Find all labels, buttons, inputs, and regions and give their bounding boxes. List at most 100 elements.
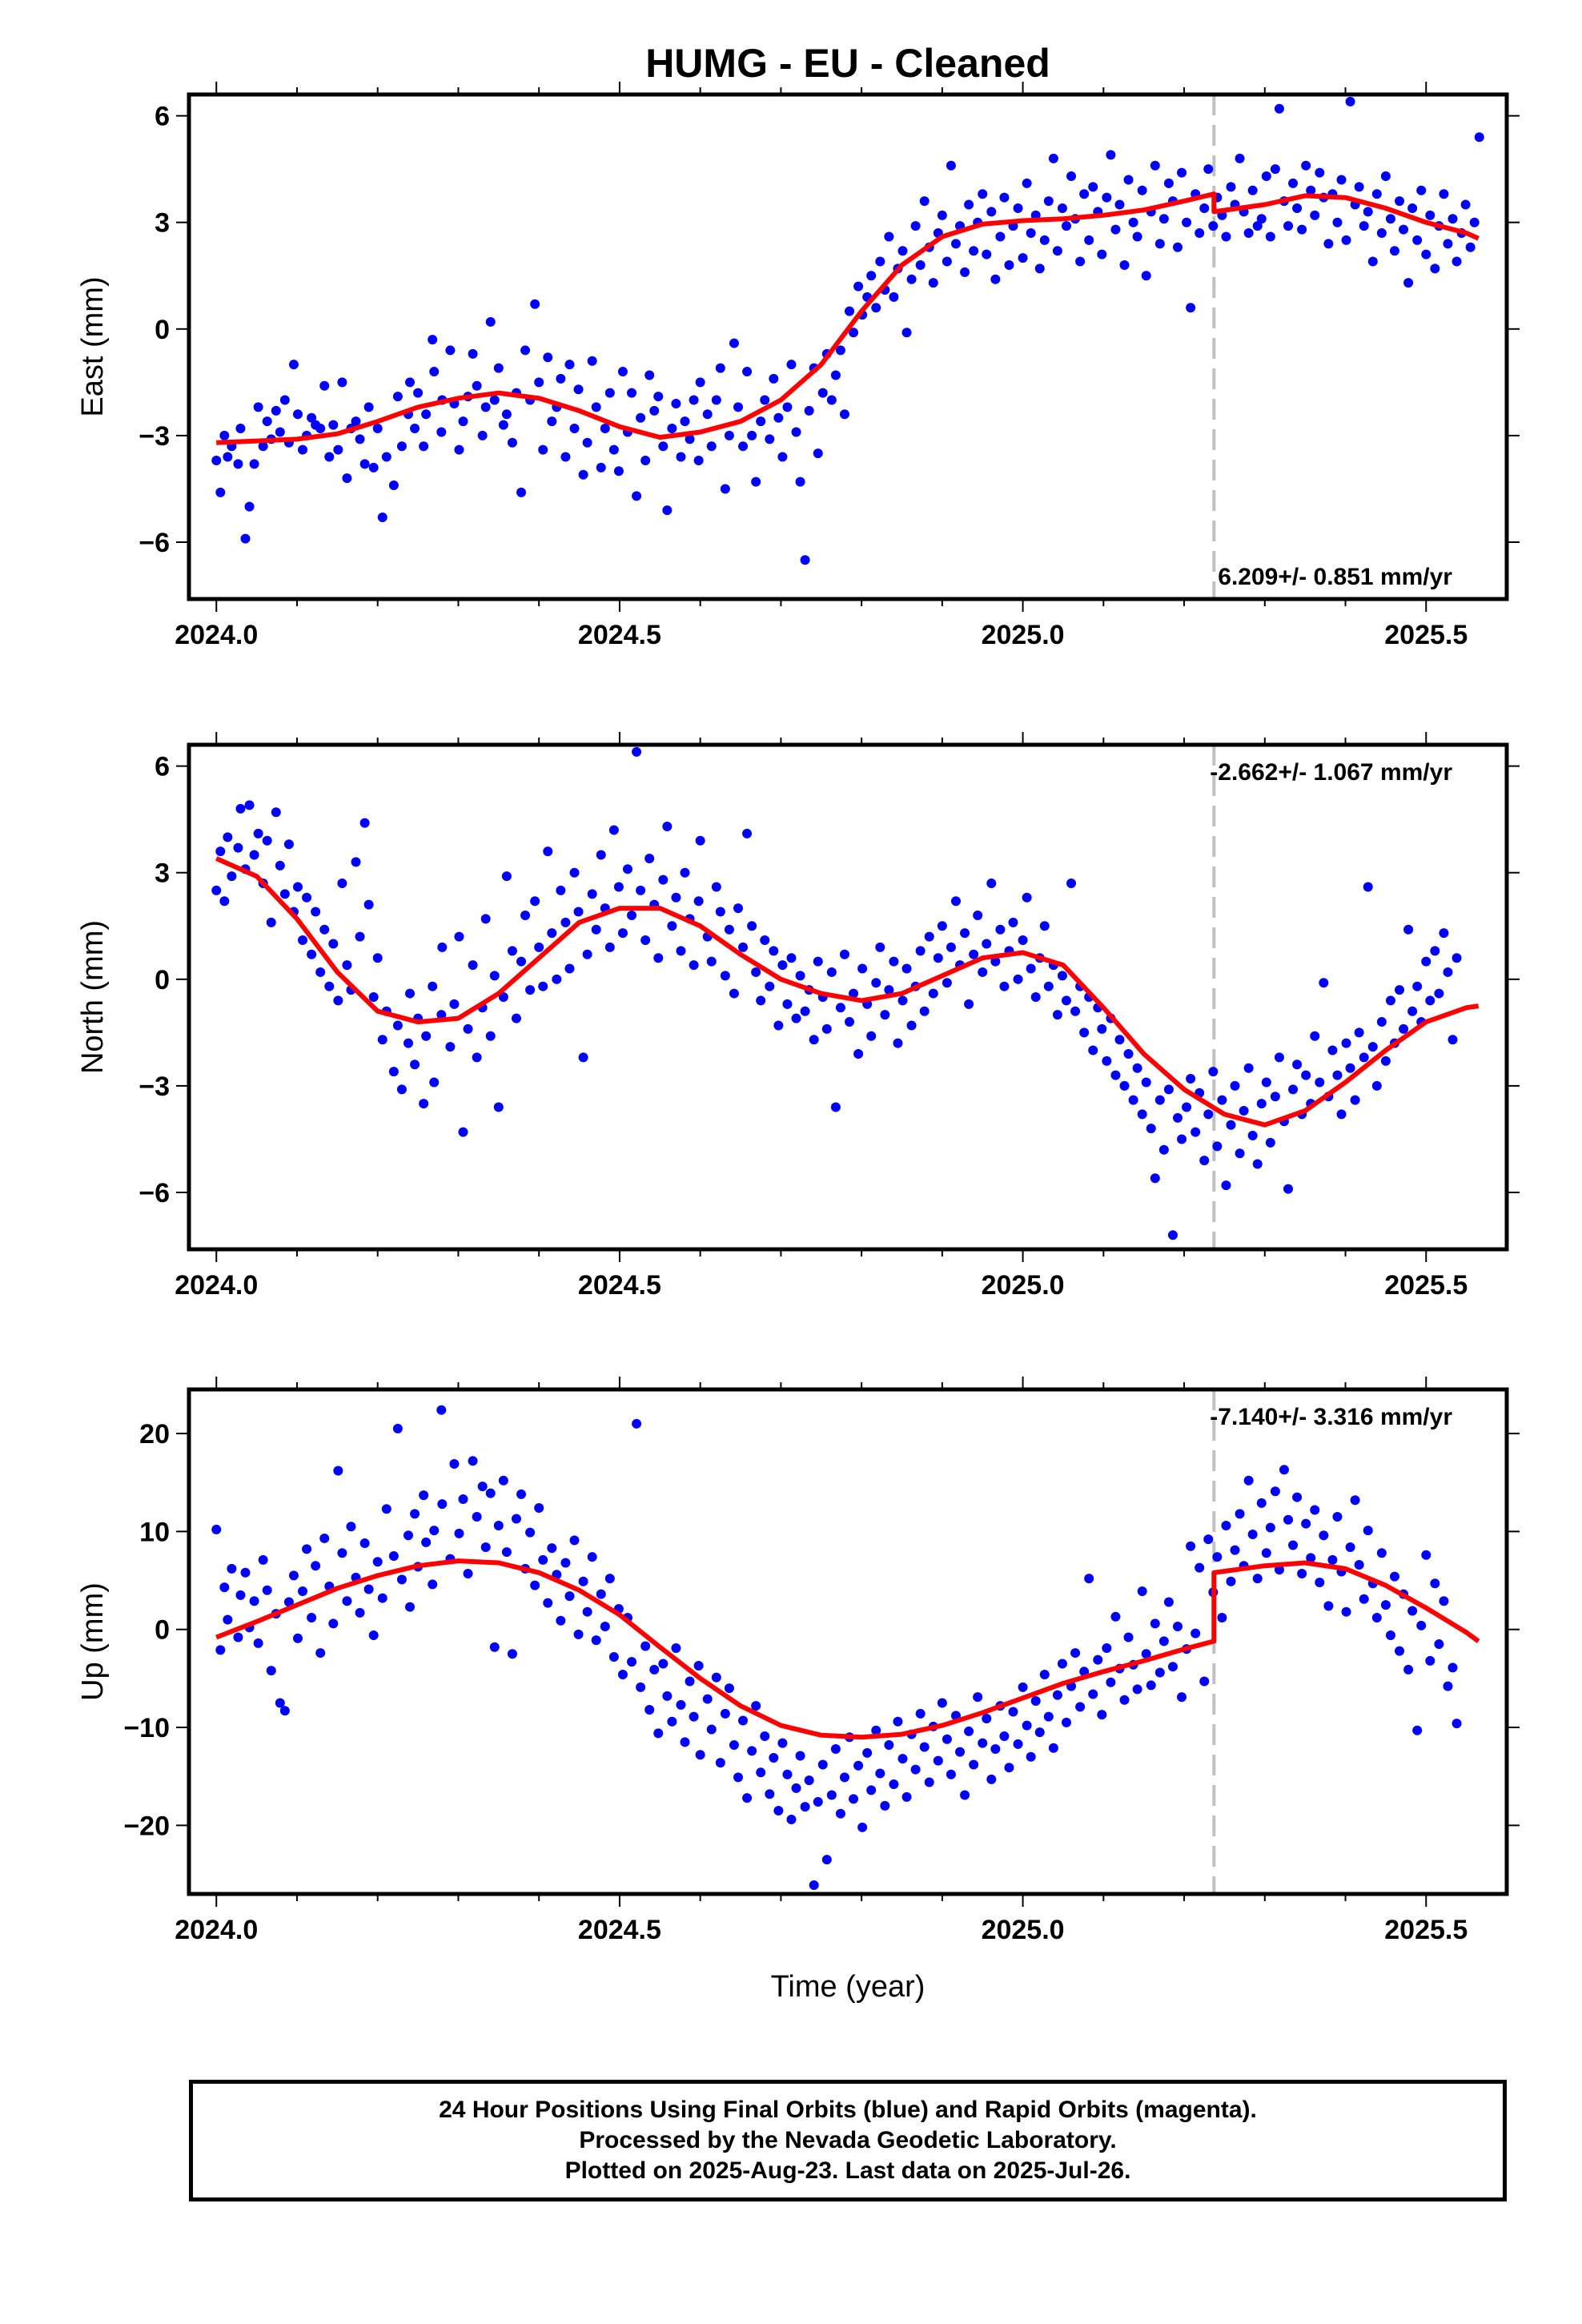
data-point bbox=[809, 1035, 819, 1045]
data-point bbox=[600, 424, 610, 434]
data-point bbox=[1052, 1690, 1062, 1700]
data-point bbox=[1310, 1031, 1320, 1041]
data-point bbox=[368, 992, 379, 1002]
data-point bbox=[472, 380, 482, 391]
data-point bbox=[777, 960, 788, 971]
data-point bbox=[534, 1503, 544, 1514]
data-point bbox=[1457, 0, 1467, 5]
data-point bbox=[1421, 956, 1431, 967]
data-point bbox=[1385, 1630, 1395, 1641]
data-point bbox=[219, 896, 230, 907]
data-point bbox=[821, 1023, 832, 1034]
data-point bbox=[1048, 153, 1058, 163]
data-point bbox=[986, 207, 997, 217]
data-point bbox=[275, 1698, 285, 1708]
data-point bbox=[1230, 1080, 1240, 1091]
data-point bbox=[227, 871, 237, 882]
data-point bbox=[249, 850, 259, 860]
data-point bbox=[747, 921, 757, 931]
data-point bbox=[986, 1774, 997, 1784]
data-point bbox=[760, 1731, 770, 1742]
data-point bbox=[662, 1691, 673, 1701]
data-point bbox=[910, 1764, 921, 1775]
data-point bbox=[436, 427, 447, 437]
data-points bbox=[211, 96, 1484, 565]
data-point bbox=[826, 967, 837, 977]
data-point bbox=[671, 1642, 681, 1653]
data-point bbox=[608, 825, 619, 835]
data-point bbox=[489, 395, 500, 405]
data-point bbox=[1469, 217, 1480, 227]
data-point bbox=[1132, 1684, 1142, 1695]
data-point bbox=[632, 491, 642, 501]
data-point bbox=[1226, 1576, 1236, 1586]
footer-line-2: Processed by the Nevada Geodetic Laborat… bbox=[579, 2127, 1117, 2153]
data-point bbox=[215, 846, 226, 857]
data-point bbox=[969, 1759, 979, 1770]
data-point bbox=[875, 1768, 885, 1779]
data-point bbox=[498, 1475, 508, 1486]
data-point bbox=[1319, 1530, 1329, 1541]
data-point bbox=[946, 160, 956, 171]
data-point bbox=[333, 444, 343, 455]
data-point bbox=[1163, 1084, 1174, 1095]
data-point bbox=[578, 469, 588, 480]
y-tick-label: 0 bbox=[155, 315, 170, 345]
data-point bbox=[738, 942, 749, 952]
data-point bbox=[302, 892, 312, 903]
data-point bbox=[738, 1715, 749, 1726]
data-point bbox=[564, 963, 575, 974]
data-point bbox=[1163, 178, 1174, 188]
data-point bbox=[1359, 1594, 1369, 1604]
data-point bbox=[271, 807, 281, 818]
data-point bbox=[880, 1800, 890, 1811]
data-point bbox=[964, 199, 974, 210]
data-point bbox=[1039, 921, 1050, 931]
data-point bbox=[1018, 253, 1028, 263]
data-point bbox=[928, 278, 938, 288]
data-point bbox=[1270, 1486, 1280, 1497]
data-point bbox=[355, 931, 365, 942]
data-point bbox=[729, 338, 739, 348]
data-point bbox=[1235, 1148, 1245, 1159]
data-point bbox=[472, 1052, 482, 1063]
data-point bbox=[973, 910, 983, 920]
data-point bbox=[627, 1657, 637, 1667]
data-point bbox=[437, 942, 448, 952]
data-point bbox=[227, 1563, 237, 1574]
data-point bbox=[950, 896, 961, 907]
data-point bbox=[1475, 0, 1484, 5]
data-point bbox=[1182, 217, 1192, 227]
data-point bbox=[1212, 1141, 1223, 1152]
data-point bbox=[1461, 0, 1471, 5]
data-point bbox=[262, 1585, 272, 1595]
data-point bbox=[262, 835, 272, 846]
data-point bbox=[1137, 185, 1147, 195]
data-point bbox=[342, 473, 352, 484]
data-point bbox=[729, 1740, 739, 1751]
data-point bbox=[884, 985, 894, 995]
data-point bbox=[1407, 203, 1418, 213]
data-point bbox=[1350, 1095, 1360, 1105]
data-point bbox=[1371, 189, 1382, 199]
data-points bbox=[211, 0, 1484, 1240]
data-point bbox=[600, 1622, 610, 1632]
data-point bbox=[1235, 1509, 1245, 1519]
data-point bbox=[1070, 1648, 1081, 1659]
data-point bbox=[1389, 246, 1399, 256]
data-point bbox=[235, 1590, 246, 1600]
data-point bbox=[266, 917, 276, 927]
data-point bbox=[889, 292, 899, 302]
data-point bbox=[560, 917, 571, 927]
y-axis-label: Up (mm) bbox=[76, 1582, 110, 1701]
data-point bbox=[1475, 0, 1484, 5]
data-point bbox=[530, 299, 540, 309]
data-point bbox=[1158, 214, 1169, 224]
data-point bbox=[368, 1630, 379, 1641]
data-point bbox=[924, 1777, 934, 1787]
data-point bbox=[543, 846, 553, 857]
data-point bbox=[632, 746, 642, 757]
data-point bbox=[937, 921, 947, 931]
data-point bbox=[773, 1020, 784, 1031]
data-point bbox=[689, 960, 699, 971]
